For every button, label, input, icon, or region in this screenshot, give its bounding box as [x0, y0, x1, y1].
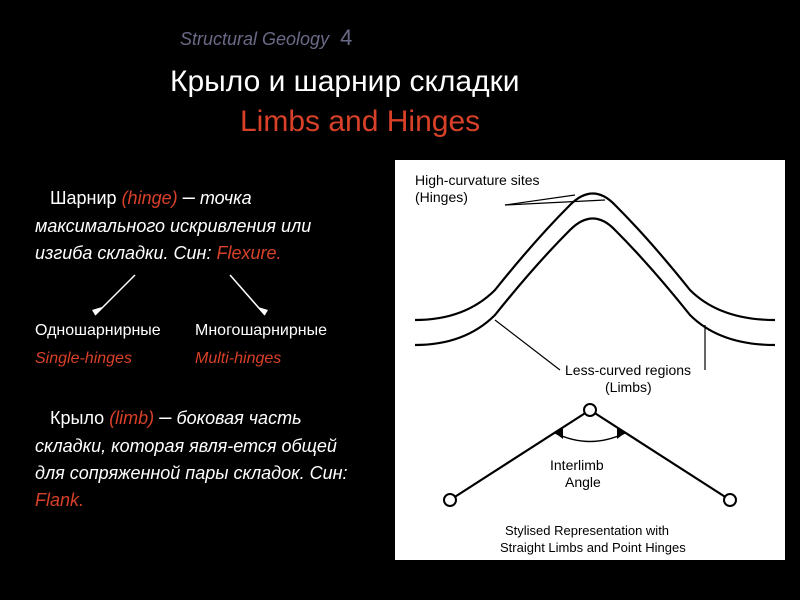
branching-arrows — [80, 270, 280, 320]
interlimb-label-l1: Interlimb — [550, 457, 604, 473]
limbs-label-l2: (Limbs) — [605, 379, 652, 395]
title-russian: Крыло и шарнир складки — [170, 65, 520, 99]
limb-definition: Крыло (limb) – боковая часть складки, ко… — [35, 400, 365, 514]
hinge-types-table: Одношарнирные Многошарнирные Single-hing… — [35, 322, 350, 368]
course-header: Structural Geology 4 — [180, 25, 352, 51]
limb-dash: – — [159, 404, 171, 429]
limb-term-ru: Крыло — [50, 408, 104, 428]
limb-term-en: (limb) — [109, 408, 154, 428]
hinge-synonym: Flexure. — [216, 243, 281, 263]
limbs-label-l1: Less-curved regions — [565, 362, 691, 378]
stylised-label-l2: Straight Limbs and Point Hinges — [500, 540, 686, 555]
single-hinge-en: Single-hinges — [35, 350, 183, 368]
hinge-term-en: (hinge) — [122, 188, 178, 208]
course-name: Structural Geology — [180, 29, 329, 49]
single-hinge-ru: Одношарнирные — [35, 322, 183, 340]
hinge-term-ru: Шарнир — [50, 188, 117, 208]
hinges-label-l1: High-curvature sites — [415, 172, 540, 188]
hinge-definition: Шарнир (hinge) – точка максимального иск… — [35, 180, 365, 267]
limb-synonym: Flank. — [35, 490, 84, 510]
hinge-dash: – — [183, 184, 195, 209]
fold-diagram: High-curvature sites (Hinges) Less-curve… — [395, 160, 785, 560]
multi-hinge-ru: Многошарнирные — [195, 322, 350, 340]
title-english: Limbs and Hinges — [240, 105, 480, 139]
fold-upper-bed — [415, 194, 775, 321]
lecture-number: 4 — [340, 25, 352, 50]
interlimb-label-l2: Angle — [565, 474, 601, 490]
fold-lower-bed — [415, 219, 775, 346]
hinges-label-l2: (Hinges) — [415, 189, 468, 205]
multi-hinge-en: Multi-hinges — [195, 350, 350, 368]
stylised-label-l1: Stylised Representation with — [505, 523, 669, 538]
